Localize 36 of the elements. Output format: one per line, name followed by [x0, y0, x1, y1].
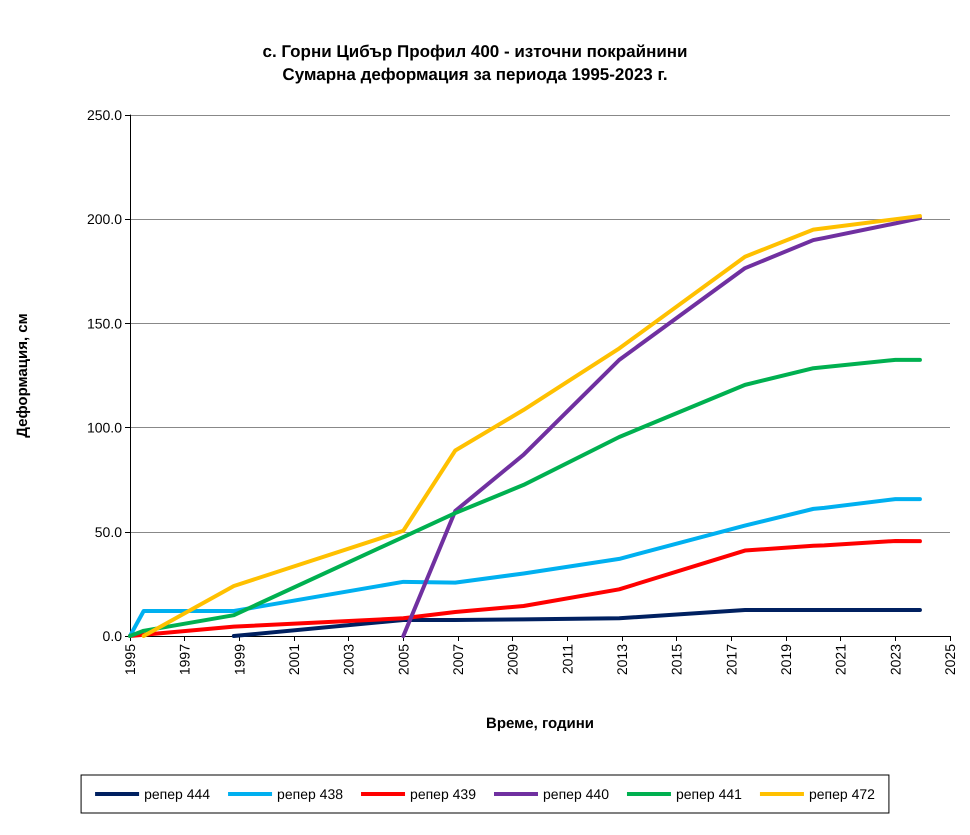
x-tick-label: 1997	[176, 644, 193, 676]
x-tick-label: 2021	[832, 644, 849, 676]
y-tick-label: 250.0	[86, 107, 122, 123]
line-series	[128, 538, 922, 638]
legend-label: репер 441	[676, 786, 742, 802]
x-tick-label: 2025	[942, 644, 958, 676]
y-tick-label: 150.0	[86, 315, 122, 332]
line-series	[142, 214, 922, 638]
y-tick-label: 100.0	[86, 420, 122, 436]
x-tick-label: 2007	[450, 644, 466, 676]
x-tick-label: 1995	[122, 644, 138, 676]
x-tick-label: 1999	[231, 644, 248, 676]
x-tick-label: 2015	[668, 644, 685, 676]
y-axis-title: Деформация, см	[14, 313, 31, 438]
x-tick-label: 2013	[614, 644, 630, 676]
x-tick-label: 2005	[395, 644, 412, 676]
legend-label: репер 444	[144, 786, 210, 802]
line-series	[128, 358, 922, 638]
line-series	[401, 216, 922, 638]
y-tick-label: 200.0	[86, 211, 122, 228]
chart-title: с. Горни Цибър Профил 400 - източни покрайнини Сумарна деформация за периода 1995-2023 г.	[262, 42, 688, 84]
x-tick-label: 2001	[286, 644, 302, 676]
x-tick-label: 2023	[887, 644, 904, 676]
x-tick-label: 2019	[778, 644, 794, 676]
legend-label: репер 440	[543, 786, 610, 802]
x-tick-label: 2011	[559, 644, 576, 674]
x-tick-label: 2009	[504, 644, 521, 676]
y-tick-label: 50.0	[94, 524, 122, 540]
x-axis-title: Време, години	[486, 715, 594, 732]
line-series	[232, 608, 922, 638]
legend-label: репер 439	[410, 786, 476, 802]
legend-label: репер 438	[277, 786, 344, 802]
x-tick-label: 2017	[723, 644, 740, 676]
x-tick-label: 2003	[340, 644, 357, 676]
y-tick-label: 0.0	[102, 628, 122, 644]
legend-label: репер 472	[808, 786, 876, 802]
